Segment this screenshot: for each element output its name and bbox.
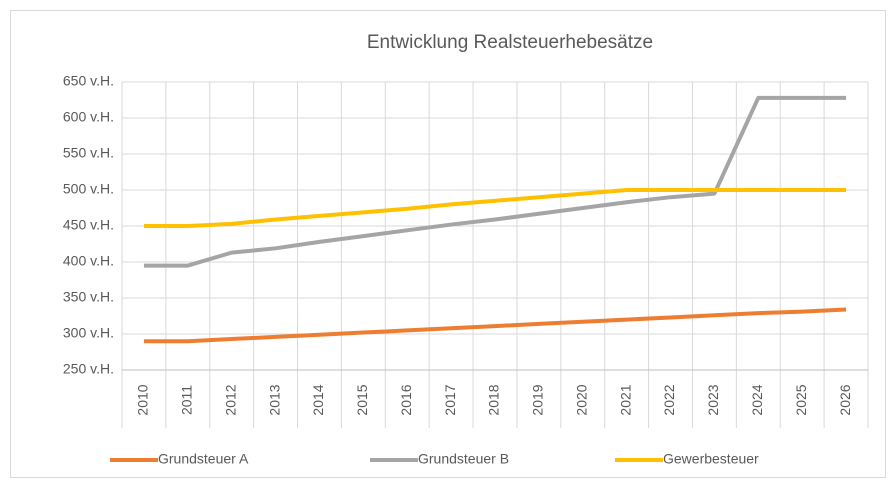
y-tick-label: 650 v.H. bbox=[63, 73, 114, 89]
x-tick-label: 2017 bbox=[442, 384, 458, 415]
x-tick-label: 2010 bbox=[135, 384, 151, 415]
y-tick-label: 600 v.H. bbox=[63, 109, 114, 125]
x-tick-label: 2013 bbox=[266, 384, 282, 415]
y-tick-label: 250 v.H. bbox=[63, 361, 114, 377]
legend-label: Grundsteuer B bbox=[418, 451, 509, 467]
x-tick-label: 2016 bbox=[398, 384, 414, 415]
y-tick-label: 300 v.H. bbox=[63, 325, 114, 341]
x-tick-label: 2024 bbox=[749, 384, 765, 415]
x-tick-label: 2019 bbox=[530, 384, 546, 415]
y-tick-label: 550 v.H. bbox=[63, 145, 114, 161]
series-line bbox=[143, 307, 847, 344]
x-tick-label: 2022 bbox=[661, 384, 677, 415]
x-tick-label: 2014 bbox=[310, 384, 326, 415]
x-tick-label: 2025 bbox=[793, 384, 809, 415]
y-tick-label: 400 v.H. bbox=[63, 253, 114, 269]
x-tick-label: 2018 bbox=[486, 384, 502, 415]
x-tick-label: 2023 bbox=[705, 384, 721, 415]
chart-title: Entwicklung Realsteuerhebesätze bbox=[367, 32, 653, 53]
series-line bbox=[143, 95, 847, 268]
x-tick-label: 2012 bbox=[222, 384, 238, 415]
chart-frame bbox=[10, 10, 886, 478]
y-tick-label: 450 v.H. bbox=[63, 217, 114, 233]
x-tick-label: 2021 bbox=[617, 384, 633, 415]
y-tick-label: 500 v.H. bbox=[63, 181, 114, 197]
x-tick-label: 2020 bbox=[573, 384, 589, 415]
x-tick-label: 2011 bbox=[179, 385, 195, 415]
legend-label: Grundsteuer A bbox=[158, 451, 249, 467]
legend-label: Gewerbesteuer bbox=[663, 451, 759, 467]
series-line bbox=[143, 188, 847, 228]
x-tick-label: 2015 bbox=[354, 384, 370, 415]
y-tick-label: 350 v.H. bbox=[63, 289, 114, 305]
x-tick-label: 2026 bbox=[837, 384, 853, 415]
